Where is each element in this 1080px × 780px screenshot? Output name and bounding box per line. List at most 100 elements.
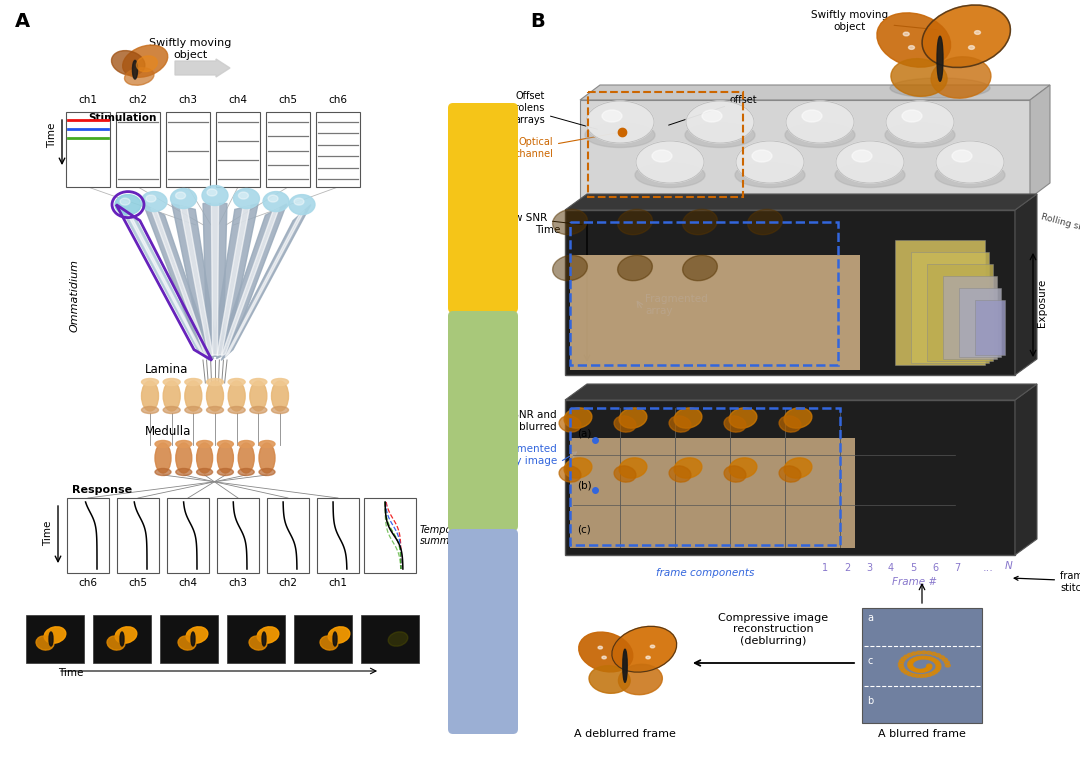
Ellipse shape <box>264 192 289 211</box>
Polygon shape <box>1015 384 1037 555</box>
Text: ch2: ch2 <box>129 95 148 105</box>
Ellipse shape <box>943 658 947 661</box>
Ellipse shape <box>111 51 145 75</box>
Bar <box>93 615 151 663</box>
Ellipse shape <box>163 381 180 411</box>
Text: frame component
stitching: frame component stitching <box>1014 571 1080 593</box>
Ellipse shape <box>903 32 909 36</box>
Ellipse shape <box>123 45 167 77</box>
Text: Low SNR: Low SNR <box>502 213 582 225</box>
Ellipse shape <box>735 162 805 187</box>
Ellipse shape <box>910 674 916 677</box>
Ellipse shape <box>927 665 932 668</box>
Ellipse shape <box>921 651 927 654</box>
Text: Time: Time <box>43 520 53 546</box>
Ellipse shape <box>724 466 746 482</box>
Bar <box>227 615 285 663</box>
Ellipse shape <box>915 675 920 677</box>
Polygon shape <box>144 204 214 359</box>
Text: Channel fragmentation: Channel fragmentation <box>476 136 489 281</box>
Bar <box>570 408 840 545</box>
Ellipse shape <box>920 669 926 672</box>
Ellipse shape <box>116 627 137 643</box>
Ellipse shape <box>141 192 167 211</box>
Ellipse shape <box>249 378 267 385</box>
Ellipse shape <box>930 672 935 675</box>
Ellipse shape <box>901 658 906 660</box>
Ellipse shape <box>729 458 757 478</box>
Text: 6: 6 <box>932 563 939 573</box>
Text: Medulla: Medulla <box>145 425 191 438</box>
Ellipse shape <box>217 469 233 476</box>
Ellipse shape <box>891 58 947 97</box>
Ellipse shape <box>932 671 937 674</box>
Polygon shape <box>212 204 218 355</box>
Text: ch3: ch3 <box>229 578 247 588</box>
Text: A deblurred frame: A deblurred frame <box>575 729 676 739</box>
Text: offset: offset <box>669 95 758 125</box>
Ellipse shape <box>936 665 941 668</box>
Ellipse shape <box>729 408 757 428</box>
Ellipse shape <box>141 378 159 385</box>
Ellipse shape <box>907 654 913 656</box>
FancyArrow shape <box>175 59 230 77</box>
Ellipse shape <box>156 469 171 476</box>
Ellipse shape <box>133 60 137 79</box>
Text: (c): (c) <box>577 525 591 535</box>
Ellipse shape <box>176 192 186 199</box>
Ellipse shape <box>835 162 905 187</box>
Ellipse shape <box>249 381 267 411</box>
Ellipse shape <box>262 632 266 646</box>
Text: Stimulation: Stimulation <box>87 113 157 123</box>
Ellipse shape <box>922 656 927 659</box>
Ellipse shape <box>922 5 1011 68</box>
Bar <box>67 498 109 573</box>
Ellipse shape <box>186 627 207 643</box>
Ellipse shape <box>904 655 909 658</box>
Bar <box>66 112 110 187</box>
Text: Rolling shutter CMOS image sensor: Rolling shutter CMOS image sensor <box>1040 212 1080 262</box>
Text: Exposure: Exposure <box>1037 278 1047 327</box>
Ellipse shape <box>784 408 812 428</box>
Text: c: c <box>867 656 873 666</box>
Ellipse shape <box>908 45 915 49</box>
Ellipse shape <box>922 668 927 672</box>
Text: ch4: ch4 <box>229 95 247 105</box>
Ellipse shape <box>909 659 915 662</box>
Ellipse shape <box>902 669 906 672</box>
Bar <box>26 615 84 663</box>
Ellipse shape <box>206 406 224 413</box>
Text: ch6: ch6 <box>328 95 348 105</box>
Ellipse shape <box>923 674 928 677</box>
Polygon shape <box>119 204 208 360</box>
Text: Fragmented
array: Fragmented array <box>645 294 707 316</box>
Ellipse shape <box>674 458 702 478</box>
Ellipse shape <box>937 36 943 81</box>
Ellipse shape <box>178 636 195 650</box>
Bar <box>862 608 982 723</box>
Ellipse shape <box>779 466 801 482</box>
Ellipse shape <box>328 627 350 643</box>
Bar <box>266 112 310 187</box>
Ellipse shape <box>217 443 233 473</box>
Ellipse shape <box>197 443 213 473</box>
Ellipse shape <box>909 666 914 669</box>
Text: 7: 7 <box>954 563 960 573</box>
Ellipse shape <box>747 209 782 235</box>
Ellipse shape <box>228 406 245 413</box>
Ellipse shape <box>926 657 930 659</box>
Ellipse shape <box>908 661 914 664</box>
Ellipse shape <box>914 669 919 672</box>
Ellipse shape <box>931 57 991 98</box>
Bar <box>216 112 260 187</box>
Polygon shape <box>1030 85 1050 198</box>
Ellipse shape <box>271 406 288 413</box>
Text: ch1: ch1 <box>79 95 97 105</box>
Ellipse shape <box>257 627 279 643</box>
Ellipse shape <box>670 416 691 432</box>
Ellipse shape <box>589 665 631 693</box>
Ellipse shape <box>934 661 940 665</box>
Ellipse shape <box>259 469 275 476</box>
Ellipse shape <box>931 652 936 655</box>
Ellipse shape <box>615 466 636 482</box>
